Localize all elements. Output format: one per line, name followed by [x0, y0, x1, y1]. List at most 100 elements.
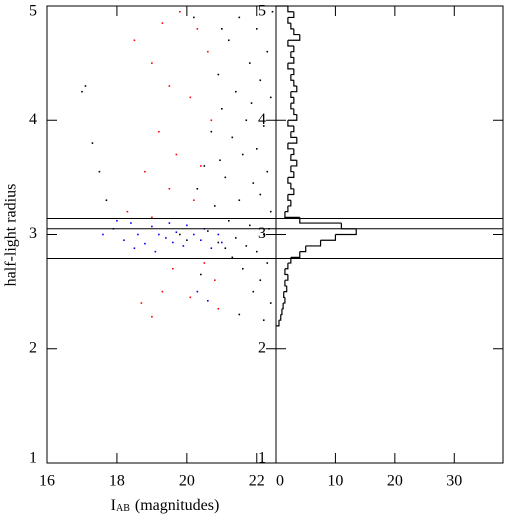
histogram-step: [299, 217, 342, 224]
histogram-step: [283, 291, 285, 298]
point: [81, 90, 83, 93]
point: [175, 153, 178, 156]
point: [245, 245, 248, 247]
point: [234, 237, 237, 239]
point: [207, 50, 209, 53]
point: [189, 96, 192, 99]
point: [102, 233, 104, 236]
histogram-step: [287, 57, 295, 64]
point: [217, 241, 220, 244]
point: [255, 250, 258, 253]
point: [175, 231, 178, 234]
x-tick-label: 10: [327, 473, 343, 490]
histogram-step: [299, 245, 307, 253]
point: [224, 247, 227, 250]
y-tick-label: 5: [29, 3, 37, 20]
histogram-step: [290, 23, 294, 30]
point: [133, 247, 136, 250]
point: [158, 233, 160, 236]
y-tick-label: 2: [29, 339, 37, 356]
histogram-step: [284, 280, 287, 287]
point: [248, 62, 251, 64]
point: [182, 245, 185, 247]
point: [210, 130, 213, 133]
point: [224, 176, 227, 179]
point: [252, 182, 255, 184]
histogram-step: [290, 45, 295, 53]
x-tick-label: 16: [39, 473, 55, 490]
point: [144, 242, 146, 245]
point: [221, 241, 223, 244]
histogram-step: [290, 74, 294, 81]
point: [266, 170, 269, 173]
y-tick-label: 4: [258, 111, 266, 128]
histogram-step: [293, 80, 297, 87]
point: [269, 302, 272, 304]
point: [179, 233, 181, 236]
point: [210, 247, 213, 250]
point: [269, 210, 272, 213]
point: [238, 16, 241, 19]
point: [255, 148, 258, 150]
histogram-step: [287, 171, 295, 178]
histogram-step: [287, 40, 294, 47]
point: [221, 108, 223, 110]
point: [262, 233, 265, 236]
histogram-step: [278, 314, 282, 321]
histogram-step: [287, 143, 294, 150]
point: [203, 262, 206, 264]
point: [241, 267, 244, 270]
point: [231, 136, 234, 139]
point: [137, 233, 139, 236]
point: [140, 302, 143, 304]
point: [151, 315, 153, 318]
point: [161, 290, 164, 293]
point: [84, 85, 87, 87]
point: [269, 96, 272, 99]
y-axis-label: half-light radius: [3, 184, 20, 287]
point: [123, 239, 125, 242]
point: [193, 16, 195, 19]
histogram-step: [287, 137, 298, 144]
y-tick-label: 5: [258, 3, 266, 20]
point: [151, 225, 153, 228]
point: [255, 28, 258, 30]
right-frame: [275, 5, 504, 464]
histogram-step: [287, 11, 295, 19]
point: [154, 250, 157, 253]
point: [262, 125, 265, 127]
point: [228, 219, 230, 222]
histogram-step: [284, 268, 288, 276]
histogram-step: [280, 308, 283, 316]
histogram-step: [287, 188, 295, 196]
point: [116, 219, 118, 222]
histogram-step: [290, 165, 294, 173]
histogram-step: [287, 17, 291, 24]
histogram-step: [284, 205, 289, 213]
point: [179, 10, 181, 13]
histogram-step: [290, 131, 297, 138]
point: [238, 313, 241, 316]
point: [165, 237, 167, 239]
point: [91, 142, 94, 144]
point: [98, 170, 101, 173]
histogram-step: [340, 223, 357, 230]
histogram-step: [290, 148, 295, 156]
histogram-step: [290, 103, 294, 110]
point: [133, 39, 136, 42]
point: [259, 79, 262, 82]
point: [250, 102, 253, 104]
point: [234, 90, 237, 93]
point: [217, 73, 220, 76]
point: [168, 222, 171, 224]
histogram-step: [287, 34, 301, 41]
histogram-step: [290, 154, 297, 161]
histogram-step: [335, 228, 357, 236]
histogram-step: [287, 120, 294, 127]
point: [207, 230, 209, 232]
point: [266, 50, 269, 53]
point: [186, 239, 188, 242]
x-tick-label: 20: [387, 473, 403, 490]
histogram-step: [284, 263, 289, 270]
point: [193, 199, 195, 202]
